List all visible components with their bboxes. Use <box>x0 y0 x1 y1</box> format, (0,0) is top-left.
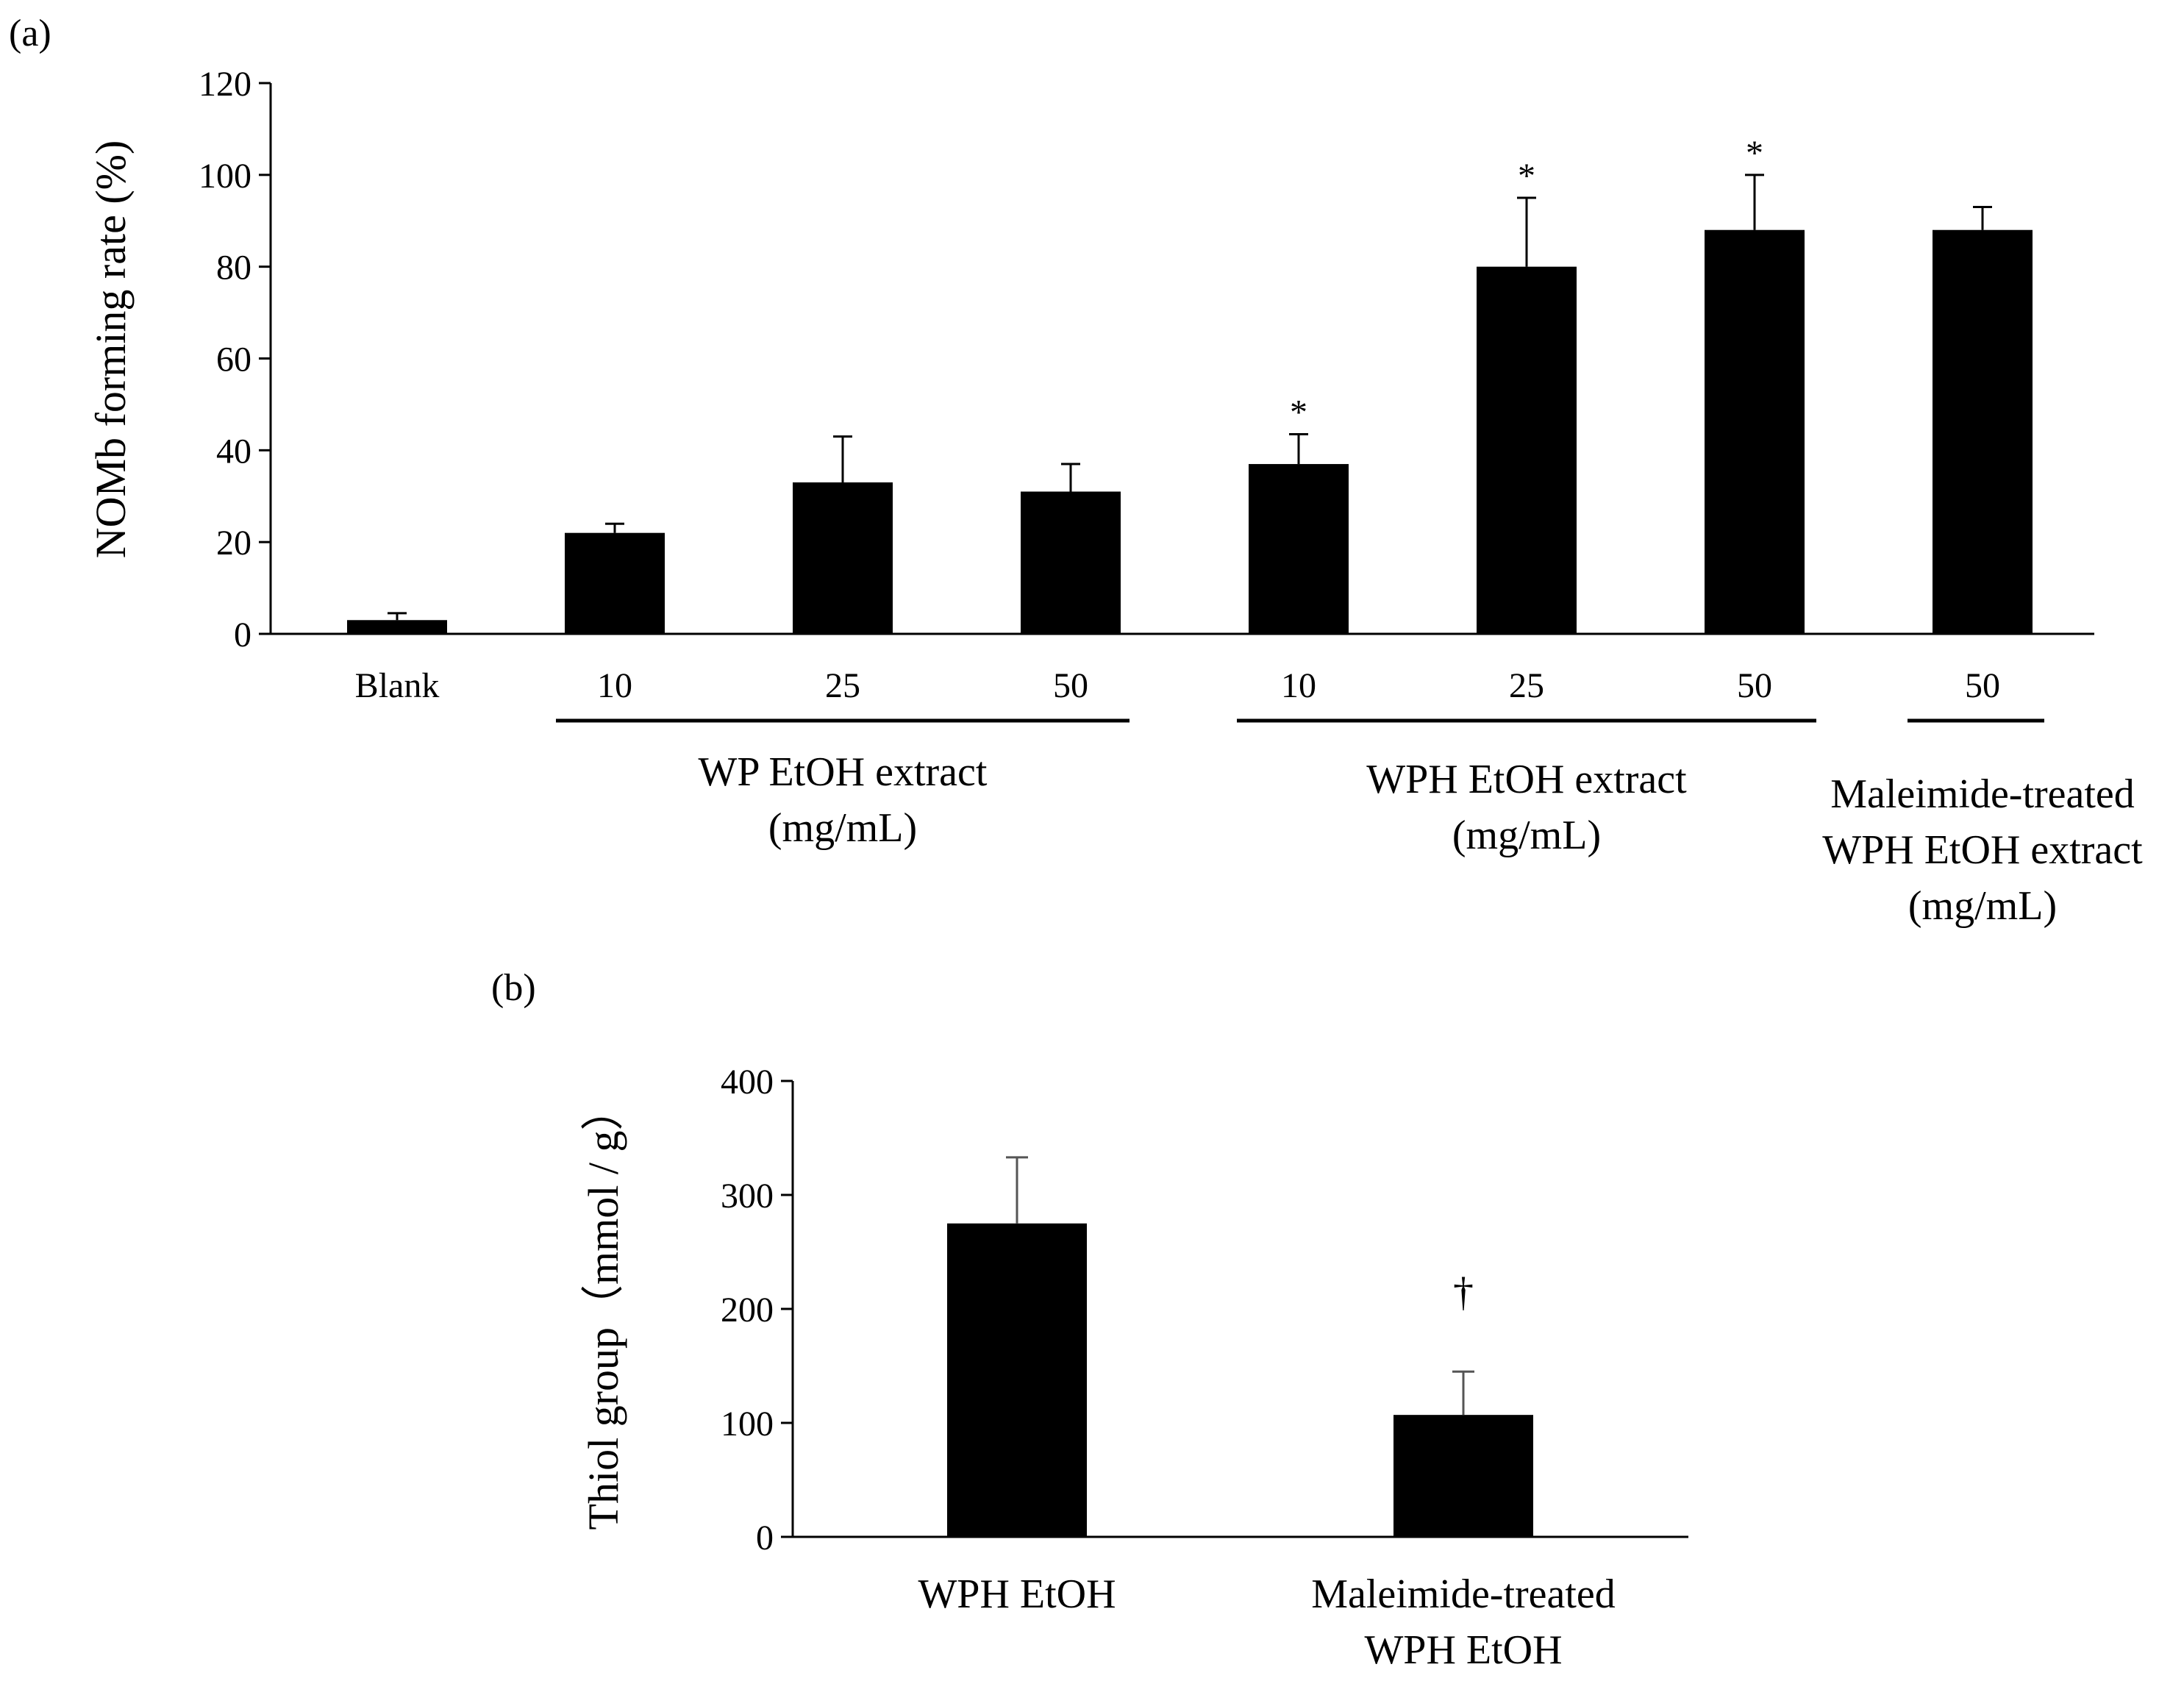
y-tick-label: 80 <box>216 249 251 288</box>
y-axis-title: NOMb forming rate (%) <box>87 140 135 559</box>
group-label: (mg/mL) <box>1452 813 1601 858</box>
category-label: Blank <box>355 666 440 705</box>
y-tick-label: 0 <box>756 1518 774 1557</box>
y-tick-label: 100 <box>199 157 251 196</box>
group-label: (mg/mL) <box>1908 883 2057 929</box>
bar <box>1393 1415 1533 1537</box>
bar <box>1249 464 1349 634</box>
category-label: 25 <box>1509 666 1544 705</box>
y-tick-label: 300 <box>721 1177 774 1216</box>
significance-marker: † <box>1453 1269 1474 1315</box>
category-label: 50 <box>1053 666 1088 705</box>
category-label: Maleimide-treated <box>1311 1571 1616 1617</box>
group-label: WPH EtOH extract <box>1366 757 1687 802</box>
y-tick-label: 60 <box>216 340 251 379</box>
significance-marker: * <box>1518 157 1535 196</box>
category-label: 50 <box>1737 666 1772 705</box>
category-label: WPH EtOH <box>918 1571 1116 1617</box>
y-tick-label: 0 <box>234 615 251 654</box>
category-label: WPH EtOH <box>1364 1627 1562 1673</box>
y-tick-label: 100 <box>721 1405 774 1443</box>
bar <box>1477 266 1577 634</box>
bar <box>1705 229 1805 634</box>
y-axis-title: Thiol group（mmol / g） <box>579 1088 627 1530</box>
significance-marker: * <box>1290 393 1307 432</box>
panel-label-a: (a) <box>9 13 51 54</box>
category-label: 25 <box>825 666 860 705</box>
y-tick-label: 40 <box>216 432 251 471</box>
group-label: WP EtOH extract <box>699 749 988 795</box>
y-tick-label: 400 <box>721 1063 774 1102</box>
bar <box>793 482 893 634</box>
panel-label-b: (b) <box>491 967 536 1009</box>
group-label: (mg/mL) <box>768 805 917 851</box>
bar <box>1021 491 1121 634</box>
group-label: WPH EtOH extract <box>1822 827 2143 873</box>
y-tick-label: 200 <box>721 1291 774 1330</box>
chart-a: (a) 0 20 40 60 80 100 120 NOMb forming rate (%)… <box>9 13 2143 929</box>
bar <box>565 532 665 634</box>
group-label: Maleimide-treated <box>1830 771 2135 817</box>
bar <box>347 620 447 634</box>
bar <box>1933 229 2033 634</box>
category-label: 10 <box>1281 666 1316 705</box>
category-label: 50 <box>1965 666 2000 705</box>
chart-b: (b) 0 100 200 300 400 Thiol group（mmol / g） WP… <box>491 967 1688 1673</box>
y-tick-label: 120 <box>199 65 251 104</box>
bar <box>947 1223 1087 1537</box>
significance-marker: * <box>1746 134 1763 173</box>
category-label: 10 <box>597 666 632 705</box>
y-tick-label: 20 <box>216 524 251 563</box>
